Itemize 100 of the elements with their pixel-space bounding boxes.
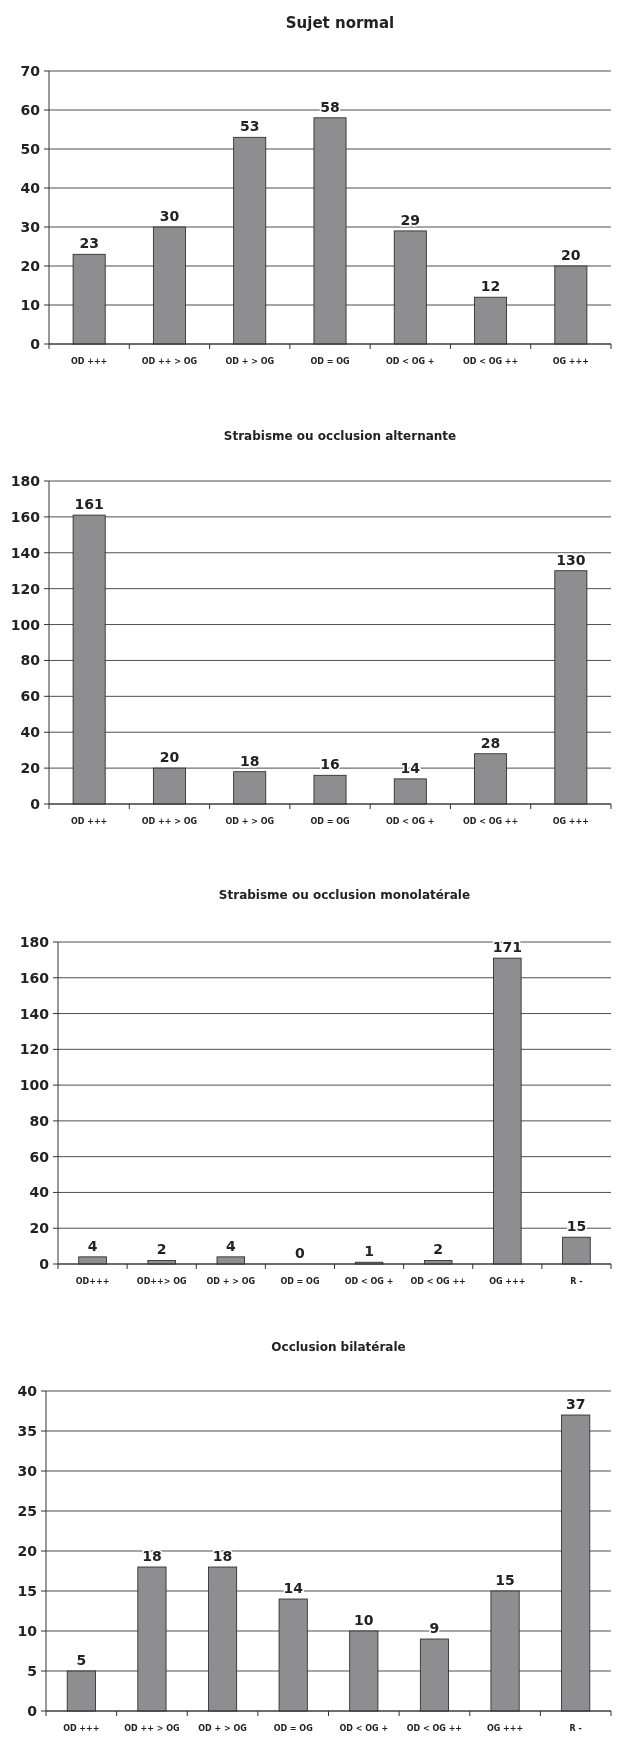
y-tick-label: 20 [20,760,41,777]
x-tick-label: OD < OG + [386,817,435,826]
data-label: 14 [283,1580,304,1596]
x-tick-label: OD < OG ++ [406,1724,463,1733]
y-tick-label: 140 [10,544,41,561]
data-label: 10 [354,1612,374,1628]
x-tick-label: OD = OG [273,1724,313,1733]
y-tick-label: 20 [20,258,41,274]
y-tick-label: 0 [27,1703,38,1719]
y-tick-label: 40 [17,1383,38,1399]
y-tick-label: 40 [20,724,41,741]
chart-title: Strabisme ou occlusion monolatérale [218,888,471,902]
y-tick-label: 100 [19,1077,50,1094]
x-tick-label: OD < OG + [386,357,435,366]
data-label: 1 [364,1243,374,1260]
x-tick-label: OD + > OG [198,1724,247,1733]
chart-title: Occlusion bilatérale [271,1340,406,1354]
x-tick-label: OG +++ [489,1277,526,1286]
data-label: 161 [74,496,104,513]
x-tick-label: OD +++ [63,1724,100,1733]
chart-title: Strabisme ou occlusion alternante [223,429,457,443]
y-tick-label: 60 [29,1148,50,1165]
y-tick-label: 80 [20,652,41,669]
y-tick-label: 160 [10,508,41,525]
data-label: 18 [142,1548,162,1564]
y-tick-label: 140 [19,1005,50,1022]
x-tick-label: OD = OG [310,817,350,826]
data-label: 18 [212,1548,233,1564]
data-label: 18 [239,752,260,769]
data-label: 12 [480,278,501,295]
x-tick-label: OD < OG ++ [462,817,519,826]
data-label: 9 [429,1620,440,1636]
y-tick-label: 25 [17,1503,37,1519]
x-tick-label: OD +++ [70,357,108,366]
y-tick-label: 20 [17,1543,38,1559]
y-tick-label: 120 [10,580,41,597]
data-label: 16 [320,756,340,773]
x-tick-label: OD++> OG [136,1277,187,1286]
y-tick-label: 35 [17,1423,37,1439]
x-tick-label: OG +++ [552,357,589,366]
data-label: 2 [156,1241,167,1258]
x-tick-label: OG +++ [486,1724,524,1733]
y-tick-label: 20 [29,1220,50,1237]
y-tick-label: 180 [10,473,41,489]
x-tick-label: OD ++ > OG [124,1724,180,1733]
data-label: 4 [225,1237,236,1254]
y-tick-label: 60 [20,102,41,118]
x-tick-label: R - [570,1277,583,1286]
y-tick-label: 5 [27,1663,37,1679]
x-tick-label: OD ++ > OG [141,357,198,366]
x-tick-label: OD = OG [280,1277,320,1286]
x-tick-label: OD < OG ++ [462,357,519,366]
data-label: 23 [79,235,99,252]
data-label: 28 [480,734,501,751]
y-tick-label: 0 [30,336,41,352]
y-tick-label: 30 [17,1463,38,1479]
y-tick-label: 10 [20,297,41,313]
y-tick-label: 40 [20,180,41,196]
x-tick-label: OG +++ [552,817,589,826]
x-tick-label: OD ++ > OG [141,817,198,826]
data-label: 2 [433,1241,444,1258]
y-tick-label: 30 [20,219,41,235]
data-label: 4 [87,1237,98,1254]
x-tick-label: OD < OG + [339,1724,389,1733]
y-tick-label: 15 [17,1583,37,1599]
data-label: 30 [159,208,180,224]
x-tick-label: OD + > OG [225,817,274,826]
data-label: 0 [295,1245,306,1261]
y-tick-label: 0 [39,1256,50,1272]
y-tick-label: 180 [19,934,50,950]
data-label: 29 [400,211,421,228]
y-tick-label: 60 [20,688,41,705]
x-tick-label: OD+++ [75,1277,110,1286]
data-label: 15 [495,1572,515,1588]
data-label: 20 [159,749,180,766]
x-tick-label: R - [569,1724,582,1733]
chart-title: Sujet normal [285,14,395,32]
data-label: 130 [556,551,586,568]
y-tick-label: 70 [20,63,41,79]
y-tick-label: 120 [19,1041,50,1058]
y-tick-label: 0 [30,796,41,812]
x-tick-label: OD + > OG [225,357,274,366]
data-label: 53 [239,118,260,135]
data-label: 20 [561,247,581,263]
data-label: 58 [320,98,340,115]
x-tick-label: OD + > OG [206,1277,256,1286]
data-label: 14 [400,759,421,776]
y-tick-label: 10 [17,1623,38,1639]
data-label: 171 [492,939,522,956]
y-tick-label: 100 [10,616,41,633]
y-tick-label: 40 [29,1184,50,1201]
data-label: 37 [565,1396,586,1412]
y-tick-label: 80 [29,1112,50,1129]
x-tick-label: OD < OG + [344,1277,394,1286]
data-label: 5 [76,1652,87,1668]
x-tick-label: OD +++ [70,817,108,826]
y-tick-label: 160 [19,969,50,986]
y-tick-label: 50 [20,141,41,157]
x-tick-label: OD < OG ++ [410,1277,466,1286]
x-tick-label: OD = OG [310,357,350,366]
